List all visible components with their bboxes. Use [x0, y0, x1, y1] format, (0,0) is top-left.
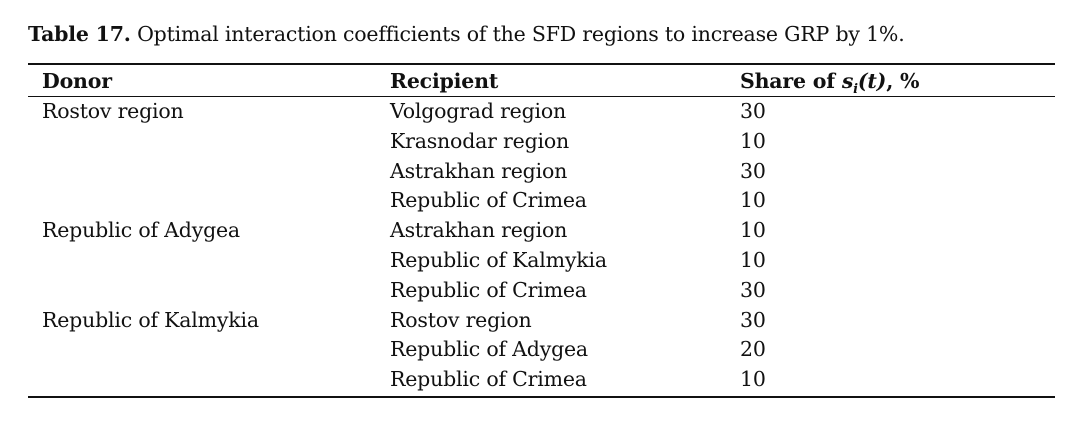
cell-recipient: Republic of Crimea — [390, 188, 587, 213]
header-recipient: Recipient — [390, 69, 499, 93]
share-var: s — [841, 69, 854, 93]
cell-share: 30 — [740, 277, 766, 302]
cell-recipient: Rostov region — [390, 307, 532, 332]
cell-share: 10 — [740, 367, 766, 392]
table-row: Republic of Adygea Astrakhan region 10 — [0, 218, 1083, 248]
table-row: Astrakhan region 30 — [0, 159, 1083, 189]
cell-donor: Republic of Kalmykia — [42, 307, 259, 332]
share-sub: i — [853, 82, 858, 98]
table-row: Republic of Crimea 10 — [0, 188, 1083, 218]
cell-recipient: Volgograd region — [390, 99, 567, 123]
share-arg: (t) — [857, 69, 887, 93]
cell-recipient: Republic of Kalmykia — [390, 248, 607, 272]
header-share: Share of si(t), % — [740, 69, 920, 98]
cell-recipient: Astrakhan region — [390, 158, 568, 183]
bottom-rule — [28, 396, 1055, 398]
cell-donor: Rostov region — [42, 99, 184, 123]
cell-recipient: Republic of Crimea — [390, 277, 587, 302]
cell-recipient: Astrakhan region — [390, 218, 568, 243]
header-donor: Donor — [42, 69, 112, 93]
cell-donor: Republic of Adygea — [42, 218, 240, 243]
cell-share: 20 — [740, 337, 766, 362]
cell-recipient: Krasnodar region — [390, 128, 570, 153]
share-prefix: Share of — [740, 69, 842, 93]
cell-share: 10 — [740, 218, 766, 243]
cell-share: 30 — [740, 158, 766, 183]
share-suffix: , % — [886, 69, 920, 93]
cell-recipient: Republic of Crimea — [390, 367, 587, 392]
table-row: Krasnodar region 10 — [0, 129, 1083, 159]
cell-share: 30 — [740, 99, 766, 123]
cell-share: 10 — [740, 188, 766, 213]
table-row: Republic of Crimea 30 — [0, 278, 1083, 308]
table-caption: Table 17. Optimal interaction coefficien… — [28, 22, 905, 46]
caption-text: Optimal interaction coefficients of the … — [130, 22, 905, 46]
table-row: Republic of Kalmykia Rostov region 30 — [0, 308, 1083, 338]
table-row: Republic of Adygea 20 — [0, 337, 1083, 367]
top-rule — [28, 63, 1055, 65]
table-row: Rostov region Volgograd region 30 — [0, 99, 1083, 129]
header-rule — [28, 96, 1055, 98]
cell-share: 10 — [740, 248, 766, 272]
table-label: Table 17. — [28, 22, 131, 46]
table-row: Republic of Kalmykia 10 — [0, 248, 1083, 278]
table-row: Republic of Crimea 10 — [0, 367, 1083, 397]
cell-share: 30 — [740, 307, 766, 332]
cell-share: 10 — [740, 128, 766, 153]
cell-recipient: Republic of Adygea — [390, 337, 588, 362]
header-row: Donor Recipient Share of si(t), % — [0, 69, 1083, 99]
